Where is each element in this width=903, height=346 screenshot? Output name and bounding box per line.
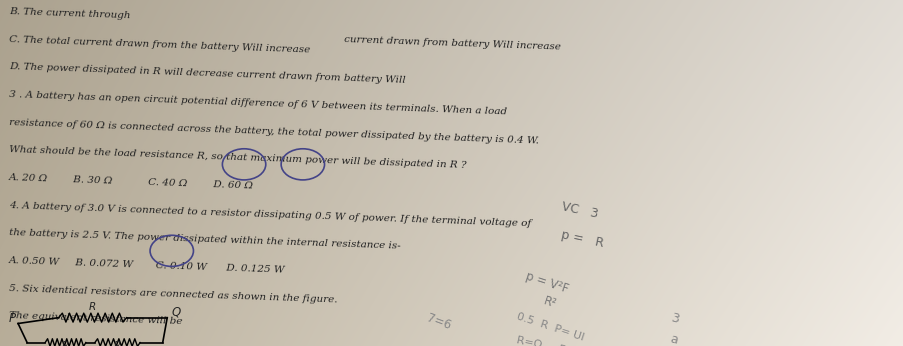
Text: A. 0.50 W     B. 0.072 W       C. 0.10 W      D. 0.125 W: A. 0.50 W B. 0.072 W C. 0.10 W D. 0.125 … bbox=[9, 256, 285, 275]
Text: current drawn from battery Will increase: current drawn from battery Will increase bbox=[343, 35, 560, 51]
Text: p = V²F: p = V²F bbox=[524, 270, 570, 296]
Text: a: a bbox=[668, 332, 679, 346]
Text: R=Ω     R= G: R=Ω R= G bbox=[515, 336, 588, 346]
Text: R²: R² bbox=[542, 294, 558, 310]
Text: VC   3: VC 3 bbox=[560, 201, 599, 221]
Text: What should be the load resistance R, so that maximum power will be dissipated i: What should be the load resistance R, so… bbox=[9, 145, 466, 170]
Text: P: P bbox=[9, 312, 16, 325]
Text: The equivalent resistance will be: The equivalent resistance will be bbox=[9, 311, 182, 326]
Text: 3 . A battery has an open circuit potential difference of 6 V between its termin: 3 . A battery has an open circuit potent… bbox=[9, 90, 507, 116]
Text: 4. A battery of 3.0 V is connected to a resistor dissipating 0.5 W of power. If : 4. A battery of 3.0 V is connected to a … bbox=[9, 201, 531, 228]
Text: 5. Six identical resistors are connected as shown in the figure.: 5. Six identical resistors are connected… bbox=[9, 284, 338, 304]
Text: R: R bbox=[88, 302, 97, 312]
Text: 0.5  R  P= UI: 0.5 R P= UI bbox=[515, 311, 584, 343]
Text: 7=6: 7=6 bbox=[424, 311, 452, 332]
Text: the battery is 2.5 V. The power dissipated within the internal resistance is-: the battery is 2.5 V. The power dissipat… bbox=[9, 228, 400, 251]
Text: R: R bbox=[114, 341, 121, 346]
Text: A. 20 Ω        B. 30 Ω           C. 40 Ω        D. 60 Ω: A. 20 Ω B. 30 Ω C. 40 Ω D. 60 Ω bbox=[9, 173, 254, 191]
Text: 3: 3 bbox=[668, 311, 679, 326]
Text: C. The total current drawn from the battery Will increase: C. The total current drawn from the batt… bbox=[9, 35, 310, 54]
Text: resistance of 60 Ω is connected across the battery, the total power dissipated b: resistance of 60 Ω is connected across t… bbox=[9, 118, 538, 145]
Text: B. The current through: B. The current through bbox=[9, 7, 131, 20]
Text: p =   R: p = R bbox=[560, 228, 605, 250]
Text: D. The power dissipated in R will decrease current drawn from battery Will: D. The power dissipated in R will decrea… bbox=[9, 62, 405, 85]
Text: Q: Q bbox=[172, 306, 181, 319]
Text: R: R bbox=[61, 341, 70, 346]
